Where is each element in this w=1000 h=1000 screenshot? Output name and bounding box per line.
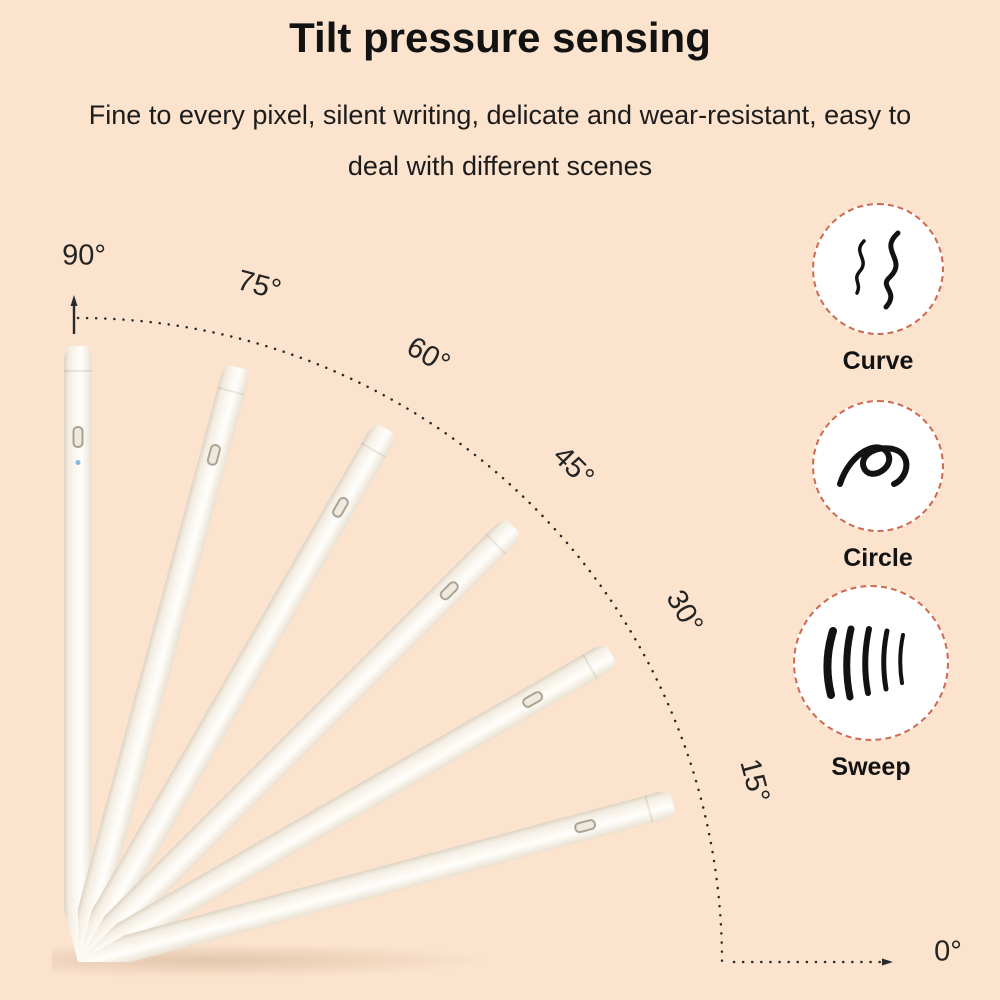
angle-label-30: 30° bbox=[659, 584, 710, 639]
sweep-sample-badge: Sweep bbox=[786, 585, 956, 782]
page-title: Tilt pressure sensing bbox=[289, 14, 711, 61]
sweep-stroke-icon bbox=[823, 625, 905, 701]
subtitle: Fine to every pixel, silent writing, del… bbox=[0, 90, 1000, 193]
curve-sample-circle bbox=[812, 203, 944, 335]
led-indicator bbox=[75, 460, 81, 465]
sweep-sample-circle bbox=[793, 585, 949, 741]
angle-label-15: 15° bbox=[733, 755, 776, 807]
subtitle-line-2: deal with different scenes bbox=[347, 151, 653, 182]
badge-label-curve: Curve bbox=[842, 347, 914, 375]
charging-indicator bbox=[72, 426, 84, 448]
charging-indicator bbox=[330, 495, 351, 520]
charging-indicator bbox=[206, 443, 222, 467]
angle-label-45: 45° bbox=[546, 439, 601, 494]
circle-sample-circle bbox=[812, 400, 944, 532]
subtitle-line-1: Fine to every pixel, silent writing, del… bbox=[88, 100, 912, 130]
badge-label-circle: Circle bbox=[843, 544, 913, 572]
charging-indicator bbox=[438, 579, 461, 602]
angle-label-0: 0° bbox=[934, 935, 962, 968]
badge-label-sweep: Sweep bbox=[831, 753, 911, 781]
circle-sample-badge: Circle bbox=[793, 400, 963, 573]
angle-label-60: 60° bbox=[401, 330, 456, 381]
circle-stroke-icon bbox=[837, 444, 910, 487]
angle-label-90: 90° bbox=[62, 239, 106, 272]
charging-indicator bbox=[520, 689, 545, 710]
charging-indicator bbox=[573, 818, 597, 834]
curve-stroke-icon bbox=[855, 230, 901, 310]
curve-sample-badge: Curve bbox=[793, 203, 963, 376]
stylus-pen-90deg bbox=[64, 346, 92, 962]
angle-label-75: 75° bbox=[233, 264, 285, 307]
